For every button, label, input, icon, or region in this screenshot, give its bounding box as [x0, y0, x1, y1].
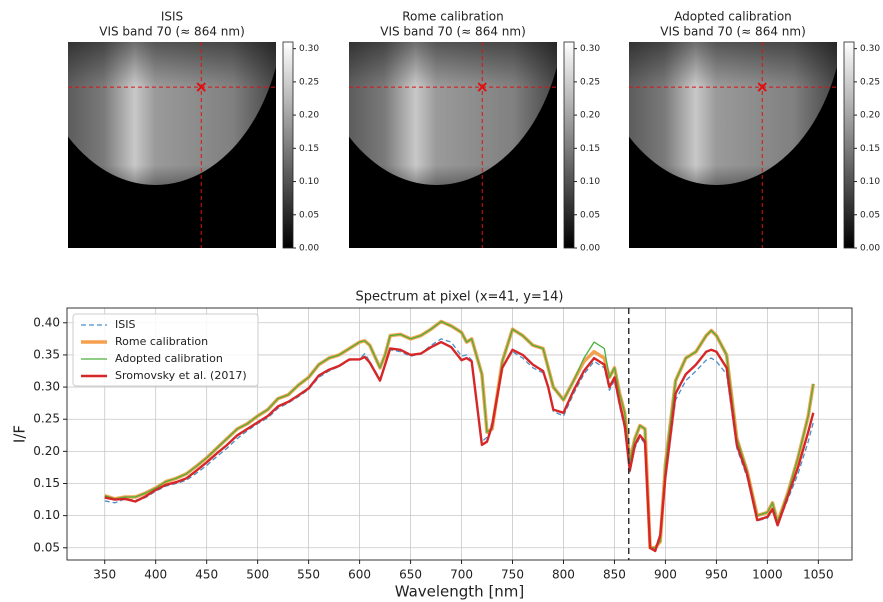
- x-tick-label: 400: [144, 568, 167, 582]
- y-axis-label: I/F: [11, 425, 29, 443]
- colorbar-tick-label: 0.30: [860, 44, 880, 54]
- panel-subtitle: VIS band 70 (≈ 864 nm): [660, 25, 806, 39]
- image-shade: [349, 42, 557, 187]
- colorbar: [563, 41, 575, 249]
- colorbar-tick-label: 0.30: [299, 44, 319, 54]
- colorbar: [282, 41, 294, 249]
- x-tick-label: 500: [246, 568, 269, 582]
- panel-subtitle: VIS band 70 (≈ 864 nm): [99, 25, 245, 39]
- y-tick-label: 0.05: [33, 540, 60, 554]
- colorbar-tick-label: 0.25: [860, 77, 880, 87]
- pixel-marker: [477, 82, 487, 92]
- image: [349, 42, 557, 248]
- x-tick-label: 850: [603, 568, 626, 582]
- colorbar-tick-label: 0.30: [580, 44, 600, 54]
- colorbar-tick-label: 0.00: [299, 244, 319, 254]
- colorbar: [843, 41, 855, 249]
- x-tick-label: 800: [552, 568, 575, 582]
- panel-title: Rome calibration: [402, 10, 504, 24]
- colorbar-tick-label: 0.15: [860, 144, 880, 154]
- colorbar-tick-label: 0.05: [299, 210, 319, 220]
- colorbar-tick-label: 0.05: [580, 210, 600, 220]
- chart-title: Spectrum at pixel (x=41, y=14): [356, 290, 564, 305]
- plot-area: [104, 319, 816, 553]
- image-shade: [629, 42, 837, 187]
- y-tick-label: 0.15: [33, 476, 60, 490]
- colorbar-tick-label: 0.05: [860, 210, 880, 220]
- y-tick-label: 0.25: [33, 412, 60, 426]
- x-tick-label: 450: [195, 568, 218, 582]
- legend-box: [72, 313, 259, 387]
- colorbar-tick-label: 0.20: [860, 111, 880, 121]
- colorbar-tick-label: 0.25: [580, 77, 600, 87]
- x-axis-label: Wavelength [nm]: [395, 583, 525, 601]
- legend-label: Sromovsky et al. (2017): [115, 369, 247, 382]
- colorbar-tick-label: 0.10: [580, 177, 600, 187]
- panel-title: Adopted calibration: [674, 10, 792, 24]
- x-tick-label: 1000: [752, 568, 783, 582]
- colorbar-tick-label: 0.10: [860, 177, 880, 187]
- legend-label: ISIS: [115, 318, 135, 331]
- x-tick-label: 900: [654, 568, 677, 582]
- x-tick-label: 700: [450, 568, 473, 582]
- pixel-marker: [196, 82, 206, 92]
- colorbar-tick-label: 0.25: [299, 77, 319, 87]
- y-tick-label: 0.40: [33, 315, 60, 329]
- x-tick-label: 350: [93, 568, 116, 582]
- y-tick-label: 0.35: [33, 347, 60, 361]
- colorbar-tick-label: 0.00: [580, 244, 600, 254]
- panel-subtitle: VIS band 70 (≈ 864 nm): [380, 25, 526, 39]
- x-tick-label: 750: [501, 568, 524, 582]
- image: [629, 42, 837, 248]
- y-tick-label: 0.20: [33, 444, 60, 458]
- x-tick-label: 650: [399, 568, 422, 582]
- colorbar-tick-label: 0.15: [299, 144, 319, 154]
- colorbar-tick-label: 0.20: [580, 111, 600, 121]
- x-tick-label: 550: [297, 568, 320, 582]
- image-shade: [68, 42, 276, 187]
- x-tick-label: 600: [348, 568, 371, 582]
- legend-label: Rome calibration: [115, 335, 208, 348]
- colorbar-tick-label: 0.15: [580, 144, 600, 154]
- pixel-marker: [757, 82, 767, 92]
- y-tick-label: 0.30: [33, 380, 60, 394]
- colorbar-tick-label: 0.00: [860, 244, 880, 254]
- plot-frame: [66, 307, 853, 561]
- y-tick-label: 0.10: [33, 508, 60, 522]
- x-tick-label: 950: [705, 568, 728, 582]
- colorbar-tick-label: 0.20: [299, 111, 319, 121]
- colorbar-tick-label: 0.10: [299, 177, 319, 187]
- image: [68, 42, 276, 248]
- legend-label: Adopted calibration: [115, 352, 223, 365]
- series-line: [104, 340, 815, 553]
- x-tick-label: 1050: [803, 568, 834, 582]
- panel-title: ISIS: [161, 10, 183, 24]
